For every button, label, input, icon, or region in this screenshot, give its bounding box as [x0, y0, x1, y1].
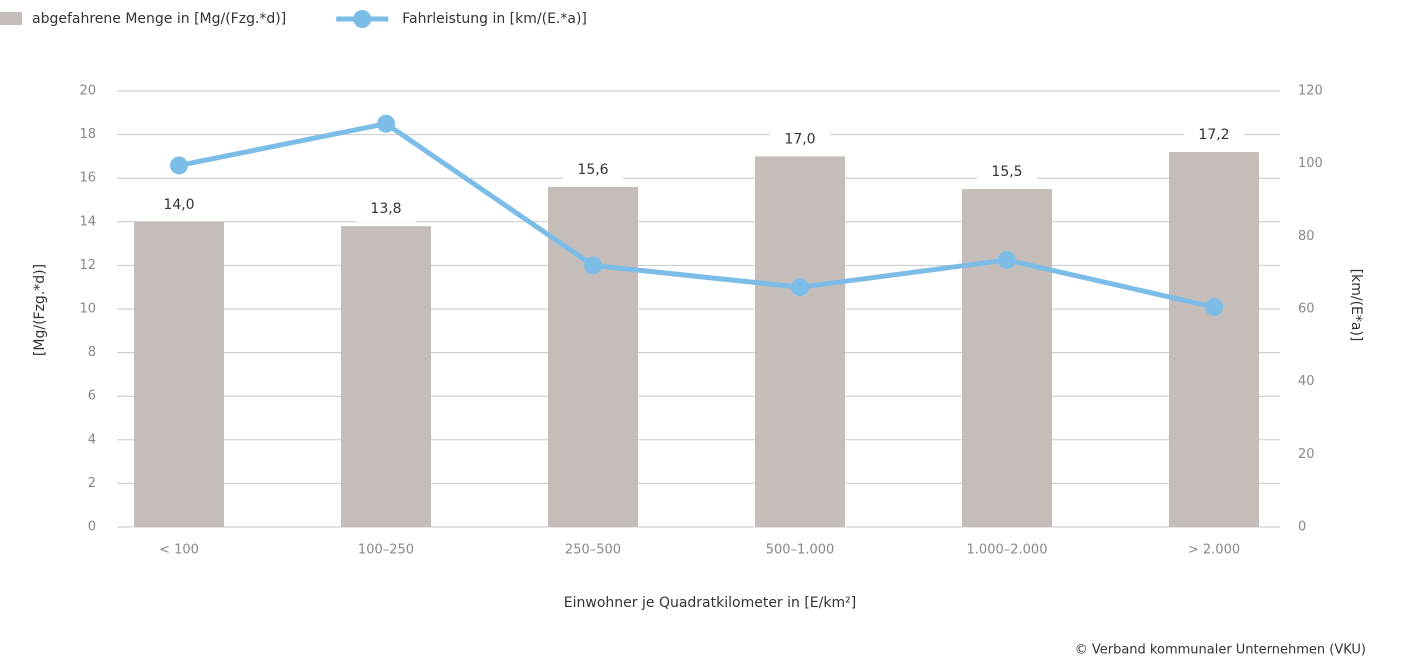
- x-tick-label: 100–250: [358, 543, 414, 558]
- bar: [341, 226, 431, 527]
- y-tick-label: 20: [79, 84, 96, 99]
- line-point: [791, 278, 809, 297]
- value-label: 17,2: [1198, 127, 1229, 143]
- value-label-bg: [149, 191, 209, 218]
- source-note: © Verband kommunaler Unternehmen (VKU): [1075, 643, 1366, 658]
- value-label-bg: [356, 196, 416, 223]
- x-axis-label: Einwohner je Quadratkilometer in [E/km²]: [564, 595, 856, 611]
- y-tick-label: 10: [79, 302, 96, 317]
- bar: [755, 156, 845, 527]
- x-tick-label: 500–1.000: [766, 543, 835, 558]
- y2-tick-label: 100: [1298, 156, 1323, 171]
- y-axis-label: [Mg/(Fzg.*d)]: [32, 264, 48, 356]
- y-tick-label: 12: [79, 258, 96, 273]
- legend-label: Fahrleistung in [km/(E.*a)]: [402, 11, 587, 27]
- y-tick-label: 0: [88, 520, 96, 535]
- value-label-bg: [770, 126, 830, 153]
- x-tick-label: 1.000–2.000: [967, 543, 1048, 558]
- x-tick-label: > 2.000: [1188, 543, 1240, 558]
- y-tick-label: 4: [88, 432, 96, 447]
- bar: [1169, 152, 1259, 528]
- line-point: [998, 250, 1016, 269]
- value-label-bg: [1184, 122, 1244, 149]
- y2-tick-label: 120: [1298, 84, 1323, 99]
- value-label: 13,8: [370, 201, 401, 217]
- bar: [134, 221, 224, 528]
- value-label: 14,0: [163, 197, 194, 213]
- y2-axis-label: [km/(E*a)]: [1348, 269, 1364, 342]
- y-tick-label: 16: [79, 171, 96, 186]
- line-point: [377, 114, 395, 133]
- line-point: [170, 156, 188, 175]
- y2-tick-label: 80: [1298, 229, 1315, 244]
- y-tick-label: 2: [88, 476, 96, 491]
- y2-tick-label: 20: [1298, 447, 1315, 462]
- x-tick-label: 250–500: [565, 543, 621, 558]
- y2-tick-label: 40: [1298, 374, 1315, 389]
- line-point: [1205, 298, 1223, 317]
- line-point: [584, 256, 602, 275]
- y-tick-label: 14: [79, 214, 96, 229]
- line: [178, 121, 1215, 310]
- bar: [962, 189, 1052, 527]
- y-tick-label: 6: [88, 389, 96, 404]
- legend-label: abgefahrene Menge in [Mg/(Fzg.*d)]: [32, 11, 286, 27]
- value-label-bg: [563, 156, 623, 183]
- y2-tick-label: 60: [1298, 302, 1315, 317]
- y2-tick-label: 0: [1298, 520, 1306, 535]
- x-tick-label: < 100: [159, 543, 199, 558]
- value-label: 15,5: [991, 164, 1022, 180]
- y-tick-label: 8: [88, 345, 96, 360]
- value-label-bg: [977, 159, 1037, 186]
- bar: [548, 186, 638, 528]
- y-tick-label: 18: [79, 127, 96, 142]
- value-label: 15,6: [577, 162, 608, 178]
- value-label: 17,0: [784, 131, 815, 147]
- legend-swatch-marker: [353, 10, 372, 28]
- legend-swatch: [0, 12, 22, 25]
